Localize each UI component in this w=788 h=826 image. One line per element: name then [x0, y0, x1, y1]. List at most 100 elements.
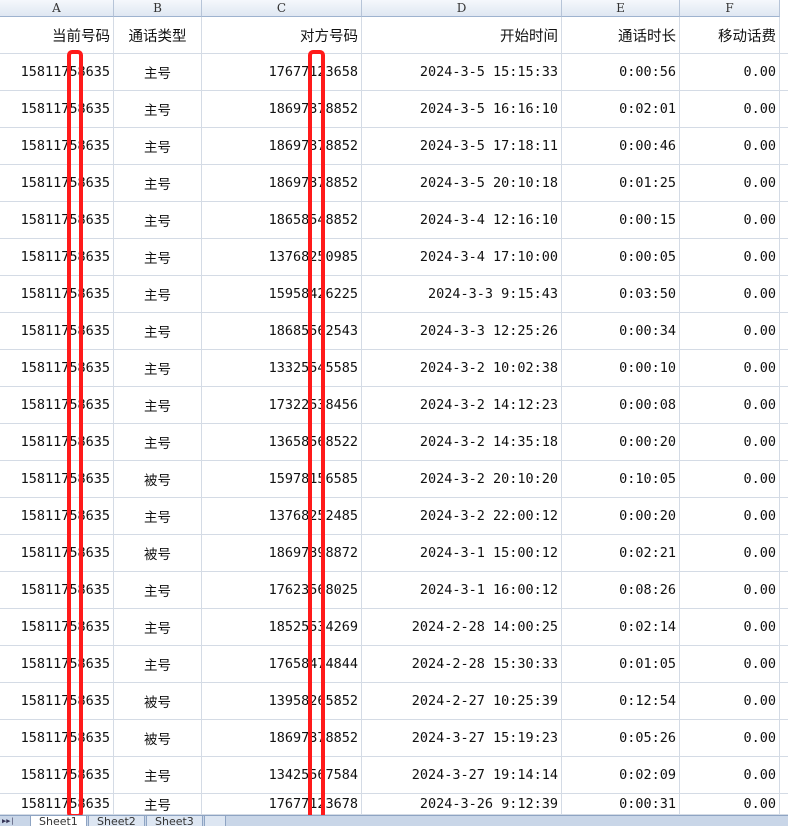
cell-current-number[interactable]: 15811758635 — [0, 165, 114, 201]
cell-duration[interactable]: 0:08:26 — [562, 572, 680, 608]
cell-call-type[interactable]: 被号 — [114, 461, 202, 497]
cell-call-type[interactable]: 主号 — [114, 387, 202, 423]
cell-duration[interactable]: 0:00:15 — [562, 202, 680, 238]
header-duration[interactable]: 通话时长 — [562, 17, 680, 53]
cell-call-type[interactable]: 主号 — [114, 165, 202, 201]
cell-other-number[interactable]: 17658474844 — [202, 646, 362, 682]
cell-call-type[interactable]: 主号 — [114, 313, 202, 349]
header-other-number[interactable]: 对方号码 — [202, 17, 362, 53]
cell-start-time[interactable]: 2024-3-26 9:12:39 — [362, 794, 562, 814]
header-call-type[interactable]: 通话类型 — [114, 17, 202, 53]
cell-other-number[interactable]: 18697378852 — [202, 720, 362, 756]
cell-current-number[interactable]: 15811758635 — [0, 609, 114, 645]
cell-other-number[interactable]: 18685562543 — [202, 313, 362, 349]
cell-current-number[interactable]: 15811758635 — [0, 91, 114, 127]
cell-call-type[interactable]: 主号 — [114, 350, 202, 386]
cell-current-number[interactable]: 15811758635 — [0, 54, 114, 90]
cell-other-number[interactable]: 13768252485 — [202, 498, 362, 534]
cell-start-time[interactable]: 2024-3-3 12:25:26 — [362, 313, 562, 349]
cell-fee[interactable]: 0.00 — [680, 646, 780, 682]
cell-start-time[interactable]: 2024-3-5 20:10:18 — [362, 165, 562, 201]
cell-current-number[interactable]: 15811758635 — [0, 313, 114, 349]
cell-other-number[interactable]: 17677123658 — [202, 54, 362, 90]
cell-current-number[interactable]: 15811758635 — [0, 683, 114, 719]
cell-start-time[interactable]: 2024-3-4 17:10:00 — [362, 239, 562, 275]
header-fee[interactable]: 移动话费 — [680, 17, 780, 53]
cell-fee[interactable]: 0.00 — [680, 683, 780, 719]
cell-duration[interactable]: 0:02:14 — [562, 609, 680, 645]
cell-other-number[interactable]: 18697378852 — [202, 165, 362, 201]
cell-duration[interactable]: 0:00:10 — [562, 350, 680, 386]
tab-sheet1[interactable]: Sheet1 — [30, 816, 87, 826]
cell-other-number[interactable]: 17677123678 — [202, 794, 362, 814]
column-header-d[interactable]: D — [362, 0, 562, 17]
cell-fee[interactable]: 0.00 — [680, 128, 780, 164]
cell-other-number[interactable]: 15958426225 — [202, 276, 362, 312]
cell-duration[interactable]: 0:12:54 — [562, 683, 680, 719]
cell-fee[interactable]: 0.00 — [680, 498, 780, 534]
cell-call-type[interactable]: 主号 — [114, 202, 202, 238]
cell-duration[interactable]: 0:01:05 — [562, 646, 680, 682]
cell-current-number[interactable]: 15811758635 — [0, 350, 114, 386]
cell-fee[interactable]: 0.00 — [680, 572, 780, 608]
cell-duration[interactable]: 0:00:31 — [562, 794, 680, 814]
cell-call-type[interactable]: 被号 — [114, 683, 202, 719]
cell-start-time[interactable]: 2024-3-2 22:00:12 — [362, 498, 562, 534]
cell-call-type[interactable]: 主号 — [114, 91, 202, 127]
cell-fee[interactable]: 0.00 — [680, 424, 780, 460]
column-header-f[interactable]: F — [680, 0, 780, 17]
cell-start-time[interactable]: 2024-3-27 15:19:23 — [362, 720, 562, 756]
cell-fee[interactable]: 0.00 — [680, 54, 780, 90]
cell-start-time[interactable]: 2024-3-1 15:00:12 — [362, 535, 562, 571]
cell-current-number[interactable]: 15811758635 — [0, 646, 114, 682]
cell-call-type[interactable]: 主号 — [114, 794, 202, 814]
cell-call-type[interactable]: 主号 — [114, 609, 202, 645]
cell-current-number[interactable]: 15811758635 — [0, 128, 114, 164]
cell-fee[interactable]: 0.00 — [680, 202, 780, 238]
cell-start-time[interactable]: 2024-3-5 16:16:10 — [362, 91, 562, 127]
column-header-c[interactable]: C — [202, 0, 362, 17]
cell-other-number[interactable]: 13768250985 — [202, 239, 362, 275]
header-start-time[interactable]: 开始时间 — [362, 17, 562, 53]
cell-duration[interactable]: 0:00:56 — [562, 54, 680, 90]
cell-call-type[interactable]: 主号 — [114, 239, 202, 275]
cell-call-type[interactable]: 主号 — [114, 757, 202, 793]
cell-start-time[interactable]: 2024-3-5 17:18:11 — [362, 128, 562, 164]
cell-start-time[interactable]: 2024-3-2 20:10:20 — [362, 461, 562, 497]
cell-start-time[interactable]: 2024-3-4 12:16:10 — [362, 202, 562, 238]
cell-duration[interactable]: 0:10:05 — [562, 461, 680, 497]
cell-fee[interactable]: 0.00 — [680, 276, 780, 312]
cell-fee[interactable]: 0.00 — [680, 313, 780, 349]
cell-current-number[interactable]: 15811758635 — [0, 424, 114, 460]
column-header-a[interactable]: A — [0, 0, 114, 17]
cell-other-number[interactable]: 18525534269 — [202, 609, 362, 645]
cell-fee[interactable]: 0.00 — [680, 720, 780, 756]
cell-duration[interactable]: 0:02:01 — [562, 91, 680, 127]
cell-call-type[interactable]: 主号 — [114, 276, 202, 312]
cell-fee[interactable]: 0.00 — [680, 609, 780, 645]
cell-call-type[interactable]: 被号 — [114, 720, 202, 756]
cell-other-number[interactable]: 15978156585 — [202, 461, 362, 497]
cell-start-time[interactable]: 2024-3-2 10:02:38 — [362, 350, 562, 386]
cell-call-type[interactable]: 被号 — [114, 535, 202, 571]
cell-start-time[interactable]: 2024-3-2 14:12:23 — [362, 387, 562, 423]
cell-call-type[interactable]: 主号 — [114, 128, 202, 164]
cell-duration[interactable]: 0:02:21 — [562, 535, 680, 571]
cell-other-number[interactable]: 13425567584 — [202, 757, 362, 793]
cell-duration[interactable]: 0:01:25 — [562, 165, 680, 201]
cell-current-number[interactable]: 15811758635 — [0, 239, 114, 275]
cell-other-number[interactable]: 18697398872 — [202, 535, 362, 571]
cell-current-number[interactable]: 15811758635 — [0, 276, 114, 312]
cell-start-time[interactable]: 2024-2-27 10:25:39 — [362, 683, 562, 719]
column-header-b[interactable]: B — [114, 0, 202, 17]
cell-other-number[interactable]: 17623568025 — [202, 572, 362, 608]
cell-start-time[interactable]: 2024-3-27 19:14:14 — [362, 757, 562, 793]
insert-sheet-icon[interactable] — [204, 816, 226, 826]
cell-start-time[interactable]: 2024-2-28 15:30:33 — [362, 646, 562, 682]
cell-current-number[interactable]: 15811758635 — [0, 202, 114, 238]
cell-current-number[interactable]: 15811758635 — [0, 572, 114, 608]
cell-current-number[interactable]: 15811758635 — [0, 720, 114, 756]
cell-current-number[interactable]: 15811758635 — [0, 387, 114, 423]
cell-current-number[interactable]: 15811758635 — [0, 461, 114, 497]
cell-fee[interactable]: 0.00 — [680, 91, 780, 127]
